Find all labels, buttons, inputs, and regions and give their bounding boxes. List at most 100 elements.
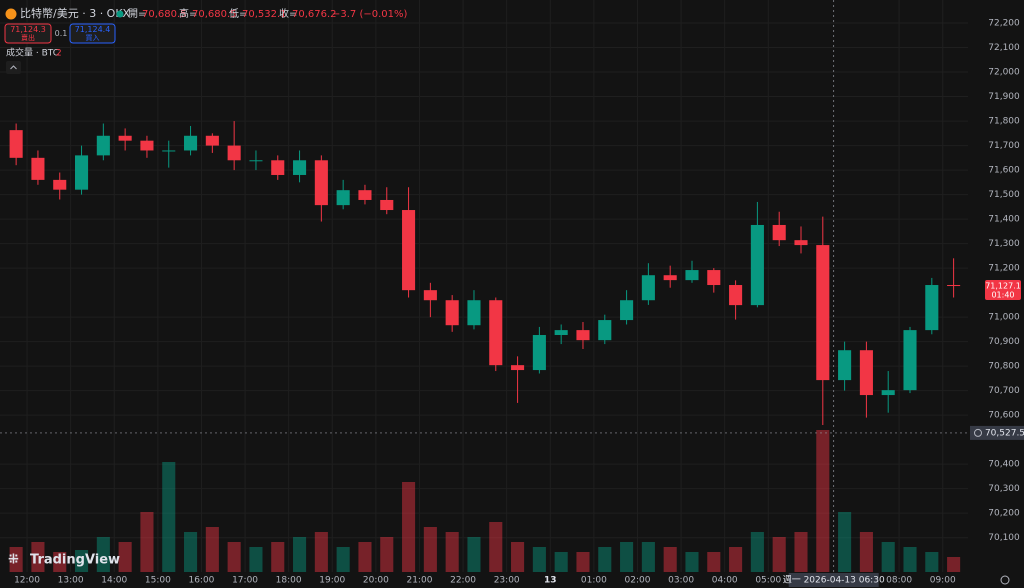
candle-body xyxy=(794,240,808,246)
x-tick-label: 03:00 xyxy=(668,576,694,586)
add-alert-icon xyxy=(974,428,982,437)
crosshair-time-box xyxy=(788,573,879,587)
volume-title: 成交量 · BTC xyxy=(6,47,59,59)
x-tick-label: 18:00 xyxy=(276,576,302,586)
y-tick-label: 71,500 xyxy=(988,190,1020,200)
volume-bar xyxy=(162,462,176,572)
candle-body xyxy=(293,160,307,175)
logo: TradingView xyxy=(30,553,120,568)
legend-value: 70,532.1 xyxy=(242,9,287,20)
volume-bar xyxy=(511,542,525,572)
candle-body xyxy=(947,285,961,287)
volume-bar xyxy=(467,537,481,572)
y-tick-label: 71,800 xyxy=(988,117,1020,127)
candle-body xyxy=(9,130,23,158)
candle-body xyxy=(532,335,546,371)
symbol[interactable]: 比特幣/美元 · 3 · OKX xyxy=(20,6,131,20)
candle-body xyxy=(205,135,219,146)
crosshair-price: 70,527.5 xyxy=(985,428,1024,438)
x-tick-label: 14:00 xyxy=(101,576,127,586)
candle-body xyxy=(162,150,176,152)
volume-bar xyxy=(249,547,263,572)
volume-bar xyxy=(620,542,634,572)
sell-price: 71,124.3 xyxy=(10,25,46,34)
y-tick-label: 71,400 xyxy=(988,215,1020,225)
volume-bar xyxy=(576,552,590,572)
crosshair-time: 週一 2026-04-13 06:30 xyxy=(783,575,885,586)
x-tick-label: 22:00 xyxy=(450,576,476,586)
x-tick-label: 13:00 xyxy=(58,576,84,586)
countdown: 01:40 xyxy=(991,290,1014,299)
candle-body xyxy=(750,224,764,306)
grid xyxy=(0,0,968,572)
candle-body xyxy=(184,135,198,151)
volume-bar xyxy=(859,532,873,572)
sell-button[interactable] xyxy=(4,23,52,44)
x-tick-label: 23:00 xyxy=(494,576,520,586)
y-tick-label: 71,700 xyxy=(988,141,1020,151)
volume-bar xyxy=(794,532,808,572)
candle-body xyxy=(620,300,634,321)
candle-body xyxy=(467,300,481,326)
candle-body xyxy=(489,300,503,366)
x-tick-label: 04:00 xyxy=(712,576,738,586)
candle-body xyxy=(881,390,895,396)
settings-icon[interactable] xyxy=(1000,575,1010,585)
candle-body xyxy=(314,160,328,206)
y-tick-label: 70,100 xyxy=(988,533,1020,543)
x-tick-label: 21:00 xyxy=(406,576,432,586)
candle-body xyxy=(227,145,241,161)
volume-bar xyxy=(53,552,67,572)
volume-bar xyxy=(772,537,786,572)
candle-body xyxy=(402,210,416,291)
candle-body xyxy=(772,224,786,241)
volume-bar xyxy=(663,547,677,572)
y-tick-label: 70,300 xyxy=(988,484,1020,494)
collapse-button[interactable] xyxy=(6,61,21,74)
volume-bar xyxy=(336,547,350,572)
candle-body xyxy=(140,140,154,151)
y-tick-label: 72,100 xyxy=(988,43,1020,53)
candle-body xyxy=(358,190,372,200)
buy-button[interactable] xyxy=(69,23,116,44)
coin-icon xyxy=(5,8,17,20)
candle-body xyxy=(96,135,110,156)
y-tick-label: 71,900 xyxy=(988,92,1020,102)
x-tick-label: 20:00 xyxy=(363,576,389,586)
y-tick-label: 70,400 xyxy=(988,460,1020,470)
volume-bar xyxy=(118,542,132,572)
volume-bar xyxy=(925,552,939,572)
y-tick-label: 70,600 xyxy=(988,411,1020,421)
y-tick-label: 70,200 xyxy=(988,509,1020,519)
candle-body xyxy=(380,199,394,211)
candle-body xyxy=(511,365,525,371)
volume-bar xyxy=(838,512,852,572)
candle-body xyxy=(554,330,568,336)
legend-label: 收= xyxy=(279,7,297,20)
x-tick-label: 08:00 xyxy=(886,576,912,586)
legend-change: −3.7 (−0.01%) xyxy=(332,9,408,20)
volume-bar xyxy=(227,542,241,572)
candle-body xyxy=(31,157,45,180)
volume-bar xyxy=(184,532,198,572)
y-tick-label: 71,000 xyxy=(988,313,1020,323)
volume-bar xyxy=(750,532,764,572)
x-tick-label: 12:00 xyxy=(14,576,40,586)
candle-body xyxy=(53,179,67,190)
volume-bar xyxy=(641,542,655,572)
buy-label: 買入 xyxy=(86,34,100,42)
volume-bar xyxy=(598,547,612,572)
sell-label: 賣出 xyxy=(21,33,35,42)
x-tick-label: 05:00 xyxy=(755,576,781,586)
volume-bars xyxy=(9,430,961,572)
collapse-icon xyxy=(10,65,17,70)
volume-bar xyxy=(947,557,961,572)
candle-body xyxy=(445,300,459,326)
x-tick-label: 17:00 xyxy=(232,576,258,586)
y-tick-label: 72,200 xyxy=(988,19,1020,29)
volume-bar xyxy=(205,527,219,572)
y-tick-label: 70,900 xyxy=(988,337,1020,347)
volume-bar xyxy=(685,552,699,572)
candle-body xyxy=(74,155,89,190)
